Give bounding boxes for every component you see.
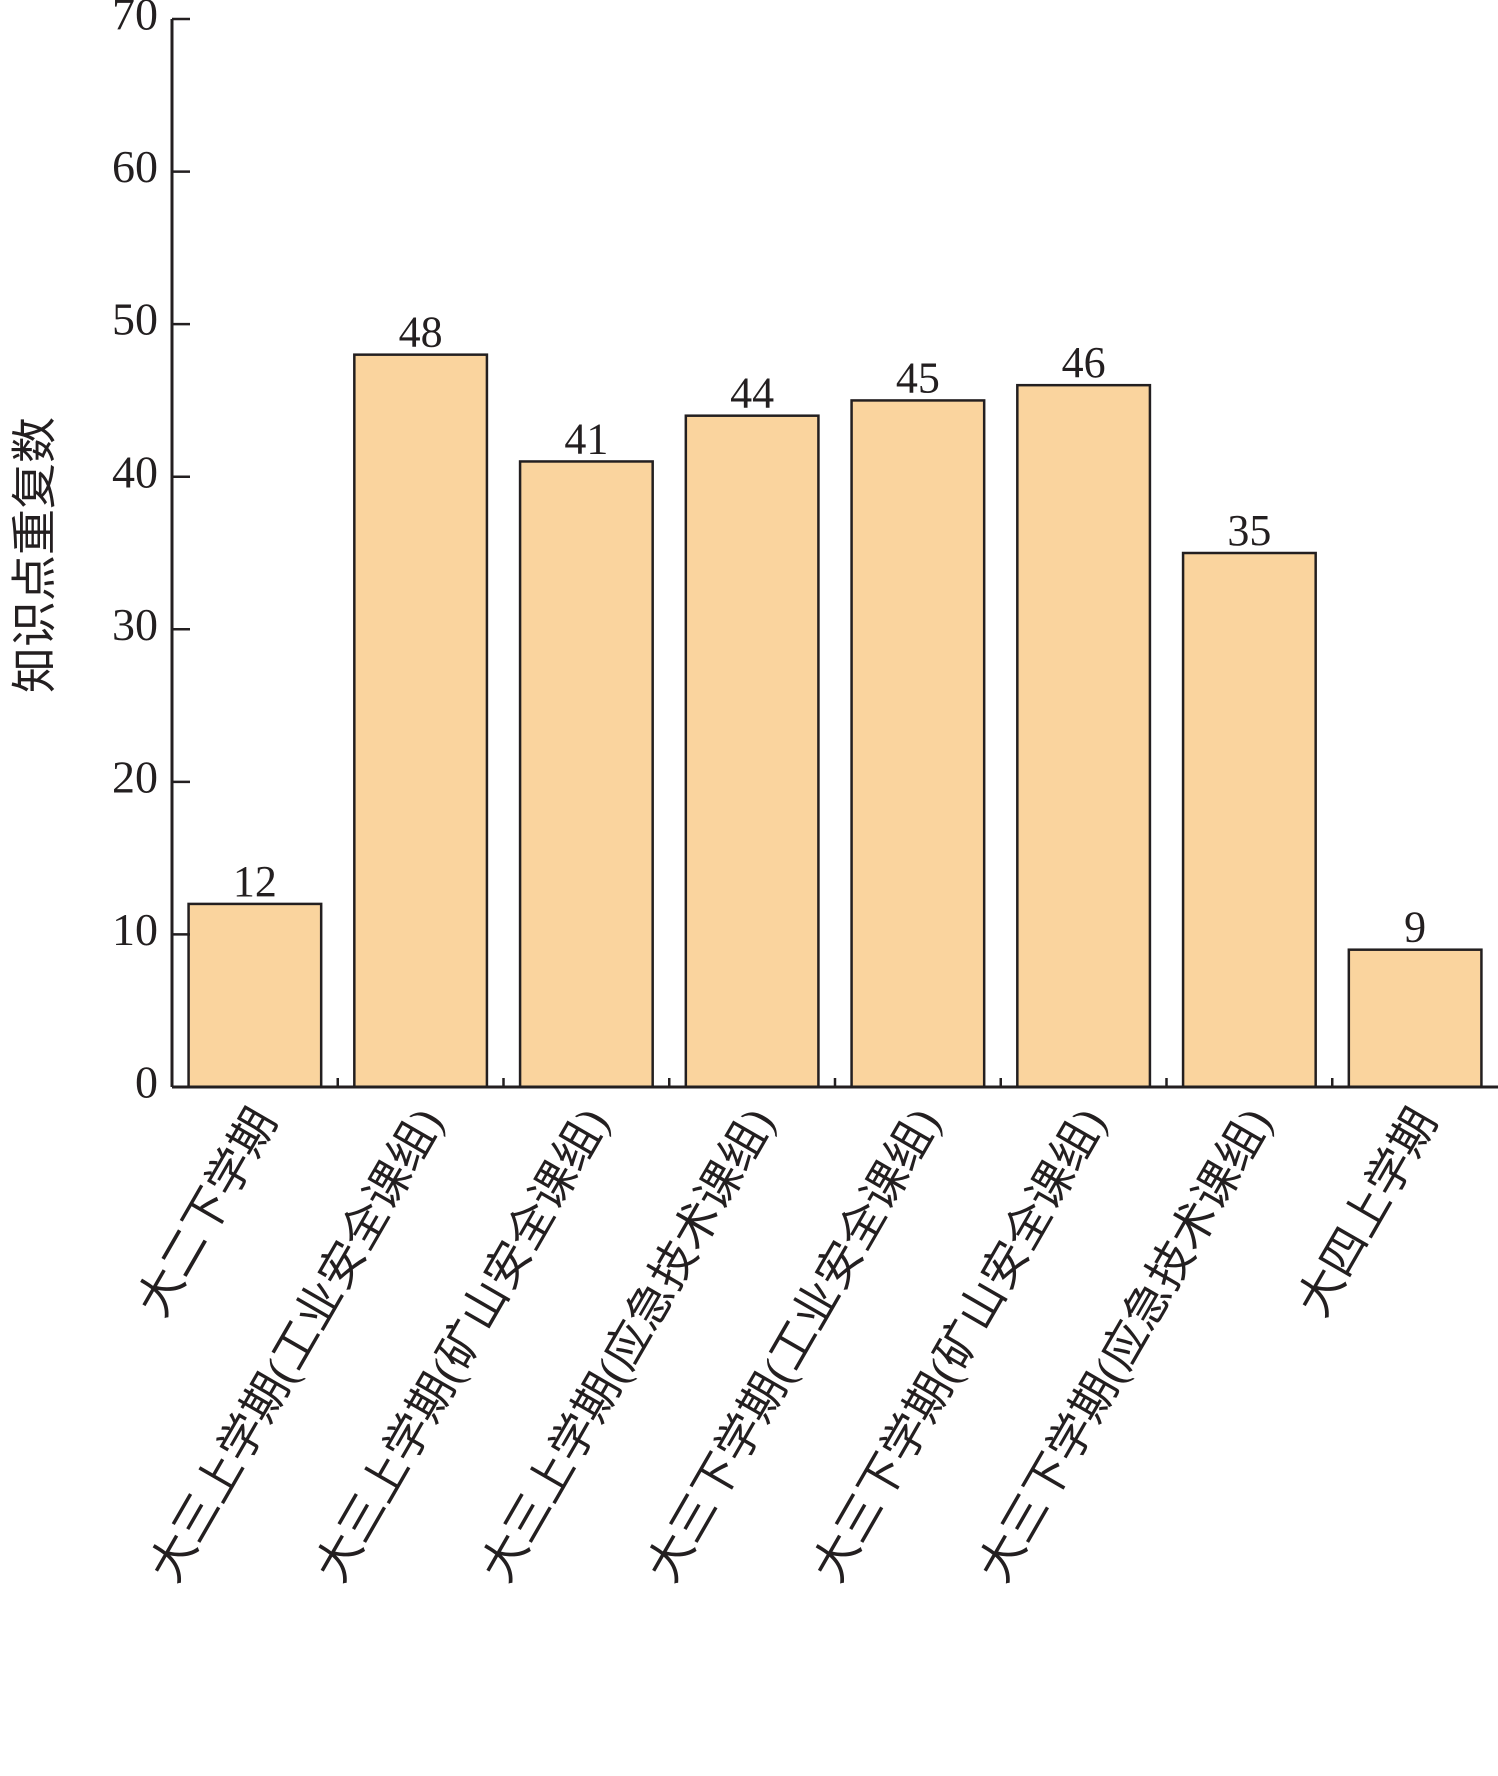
value-label: 45: [896, 353, 940, 402]
y-axis-label: 知识点重复数: [10, 417, 61, 693]
x-tick-label: 大三下学期(矿山安全课组): [803, 1100, 1115, 1590]
bar: [518, 460, 654, 1089]
x-tick-label: 大三上学期(工业安全课组): [140, 1100, 452, 1590]
y-tick-label: 0: [135, 1057, 158, 1108]
y-tick-label: 10: [112, 904, 158, 955]
bar: [1016, 383, 1152, 1089]
x-tick-label: 大二下学期: [128, 1100, 287, 1325]
value-label: 44: [730, 369, 774, 418]
value-label: 35: [1227, 506, 1271, 555]
value-label: 12: [233, 857, 277, 906]
y-tick-label: 70: [112, 0, 158, 40]
x-tick-label: 大三上学期(矿山安全课组): [306, 1100, 618, 1590]
x-tick-label: 大三上学期(应急技术课组): [471, 1100, 783, 1590]
value-label: 46: [1062, 338, 1106, 387]
y-tick-label: 30: [112, 599, 158, 650]
y-tick-label: 50: [112, 294, 158, 345]
y-tick-label: 60: [112, 141, 158, 192]
bar: [187, 902, 323, 1089]
value-label: 41: [564, 414, 608, 463]
value-label: 48: [399, 308, 443, 357]
bar: [684, 414, 820, 1089]
value-label: 9: [1404, 903, 1426, 952]
x-tick-label: 大三下学期(应急技术课组): [969, 1100, 1281, 1590]
bar: [1347, 948, 1483, 1089]
y-tick-label: 40: [112, 446, 158, 497]
x-tick-label: 大三下学期(工业安全课组): [637, 1100, 949, 1590]
bar: [1181, 551, 1317, 1089]
y-tick-label: 20: [112, 751, 158, 802]
bar: [353, 353, 489, 1089]
bar: [850, 399, 986, 1089]
x-tick-label: 大四上学期: [1288, 1100, 1447, 1325]
